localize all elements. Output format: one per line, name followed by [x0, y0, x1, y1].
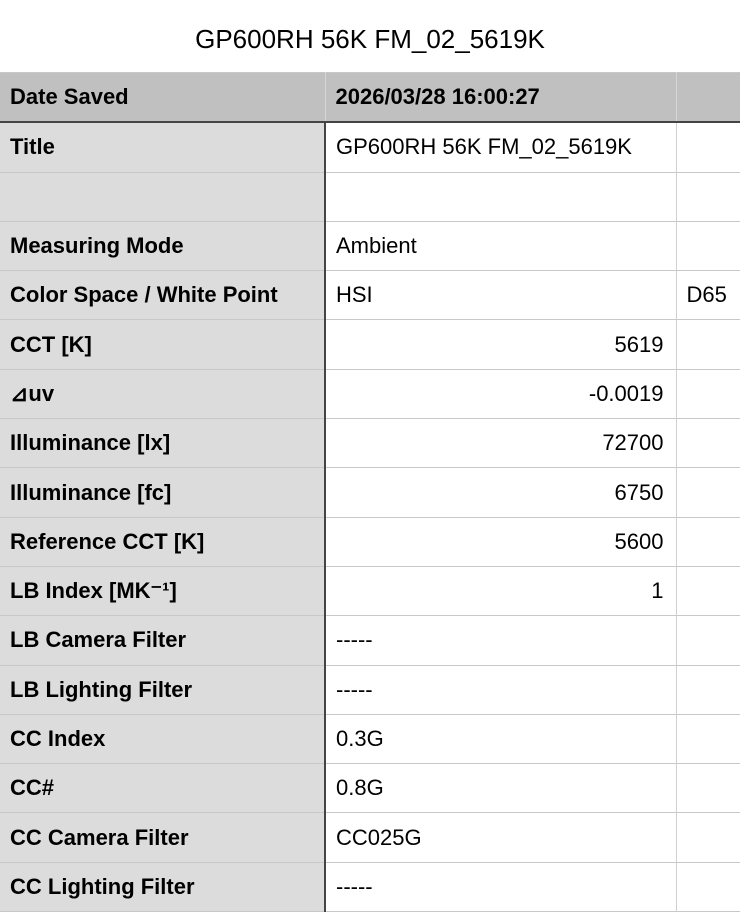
table-row: CC Lighting Filter ----- — [0, 862, 740, 912]
row-extra — [676, 566, 740, 617]
row-extra — [676, 172, 740, 222]
row-value[interactable]: -0.0019 — [325, 369, 677, 420]
row-label: CCT [K] — [0, 319, 326, 370]
row-extra — [676, 517, 740, 567]
row-extra — [676, 467, 740, 518]
table-row: Color Space / White Point HSI D65 — [0, 270, 740, 321]
row-label: Illuminance [lx] — [0, 418, 326, 469]
row-label: Illuminance [fc] — [0, 467, 326, 518]
table-row: LB Camera Filter ----- — [0, 615, 740, 666]
row-extra — [676, 714, 740, 765]
row-extra — [676, 122, 740, 173]
row-value[interactable] — [325, 172, 677, 222]
table-row: CCT [K] 5619 — [0, 319, 740, 370]
table-row: Illuminance [lx] 72700 — [0, 418, 740, 469]
row-value[interactable]: 0.8G — [325, 763, 677, 814]
row-label: Reference CCT [K] — [0, 517, 326, 567]
row-extra — [676, 418, 740, 469]
row-extra — [676, 369, 740, 420]
row-extra — [676, 665, 740, 715]
row-label — [0, 172, 326, 222]
row-extra: D65 — [676, 270, 740, 321]
table-row: ⊿uv -0.0019 — [0, 369, 740, 420]
table-row: Title GP600RH 56K FM_02_5619K — [0, 122, 740, 173]
table-row: Reference CCT [K] 5600 — [0, 517, 740, 567]
row-value[interactable]: ----- — [325, 665, 677, 715]
row-label: CC Index — [0, 714, 326, 765]
row-value[interactable]: 0.3G — [325, 714, 677, 765]
table-row: LB Index [MK⁻¹] 1 — [0, 566, 740, 617]
measurement-table: Date Saved 2026/03/28 16:00:27 Title GP60… — [0, 72, 740, 912]
table-row: Illuminance [fc] 6750 — [0, 467, 740, 518]
table-row: CC Camera Filter CC025G — [0, 812, 740, 863]
table-row: CC# 0.8G — [0, 763, 740, 814]
row-value[interactable]: 5600 — [325, 517, 677, 567]
row-label: LB Index [MK⁻¹] — [0, 566, 326, 617]
table-row: LB Lighting Filter ----- — [0, 665, 740, 715]
row-value[interactable]: 1 — [325, 566, 677, 617]
row-label: ⊿uv — [0, 369, 326, 420]
row-label: CC Lighting Filter — [0, 862, 326, 912]
row-label: CC# — [0, 763, 326, 814]
row-value[interactable]: HSI — [325, 270, 677, 321]
row-extra — [676, 812, 740, 863]
header-row: Date Saved 2026/03/28 16:00:27 — [0, 72, 740, 124]
page-title: GP600RH 56K FM_02_5619K — [195, 24, 545, 54]
row-label: LB Camera Filter — [0, 615, 326, 666]
row-value[interactable]: ----- — [325, 862, 677, 912]
row-extra — [676, 763, 740, 814]
header-value: 2026/03/28 16:00:27 — [325, 72, 677, 124]
row-extra — [676, 319, 740, 370]
row-value[interactable]: 6750 — [325, 467, 677, 518]
row-label: Title — [0, 122, 326, 173]
row-label: Measuring Mode — [0, 221, 326, 272]
row-value[interactable]: 72700 — [325, 418, 677, 469]
row-value[interactable]: ----- — [325, 615, 677, 666]
row-value[interactable]: 5619 — [325, 319, 677, 370]
header-extra — [676, 72, 740, 124]
row-extra — [676, 221, 740, 272]
row-value[interactable]: GP600RH 56K FM_02_5619K — [325, 122, 677, 173]
row-label: CC Camera Filter — [0, 812, 326, 863]
row-extra — [676, 862, 740, 912]
table-row — [0, 172, 740, 222]
row-value[interactable]: Ambient — [325, 221, 677, 272]
table-row: CC Index 0.3G — [0, 714, 740, 765]
row-label: Color Space / White Point — [0, 270, 326, 321]
table-row: Measuring Mode Ambient — [0, 221, 740, 272]
row-extra — [676, 615, 740, 666]
row-value[interactable]: CC025G — [325, 812, 677, 863]
row-label: LB Lighting Filter — [0, 665, 326, 715]
header-label: Date Saved — [0, 72, 326, 124]
